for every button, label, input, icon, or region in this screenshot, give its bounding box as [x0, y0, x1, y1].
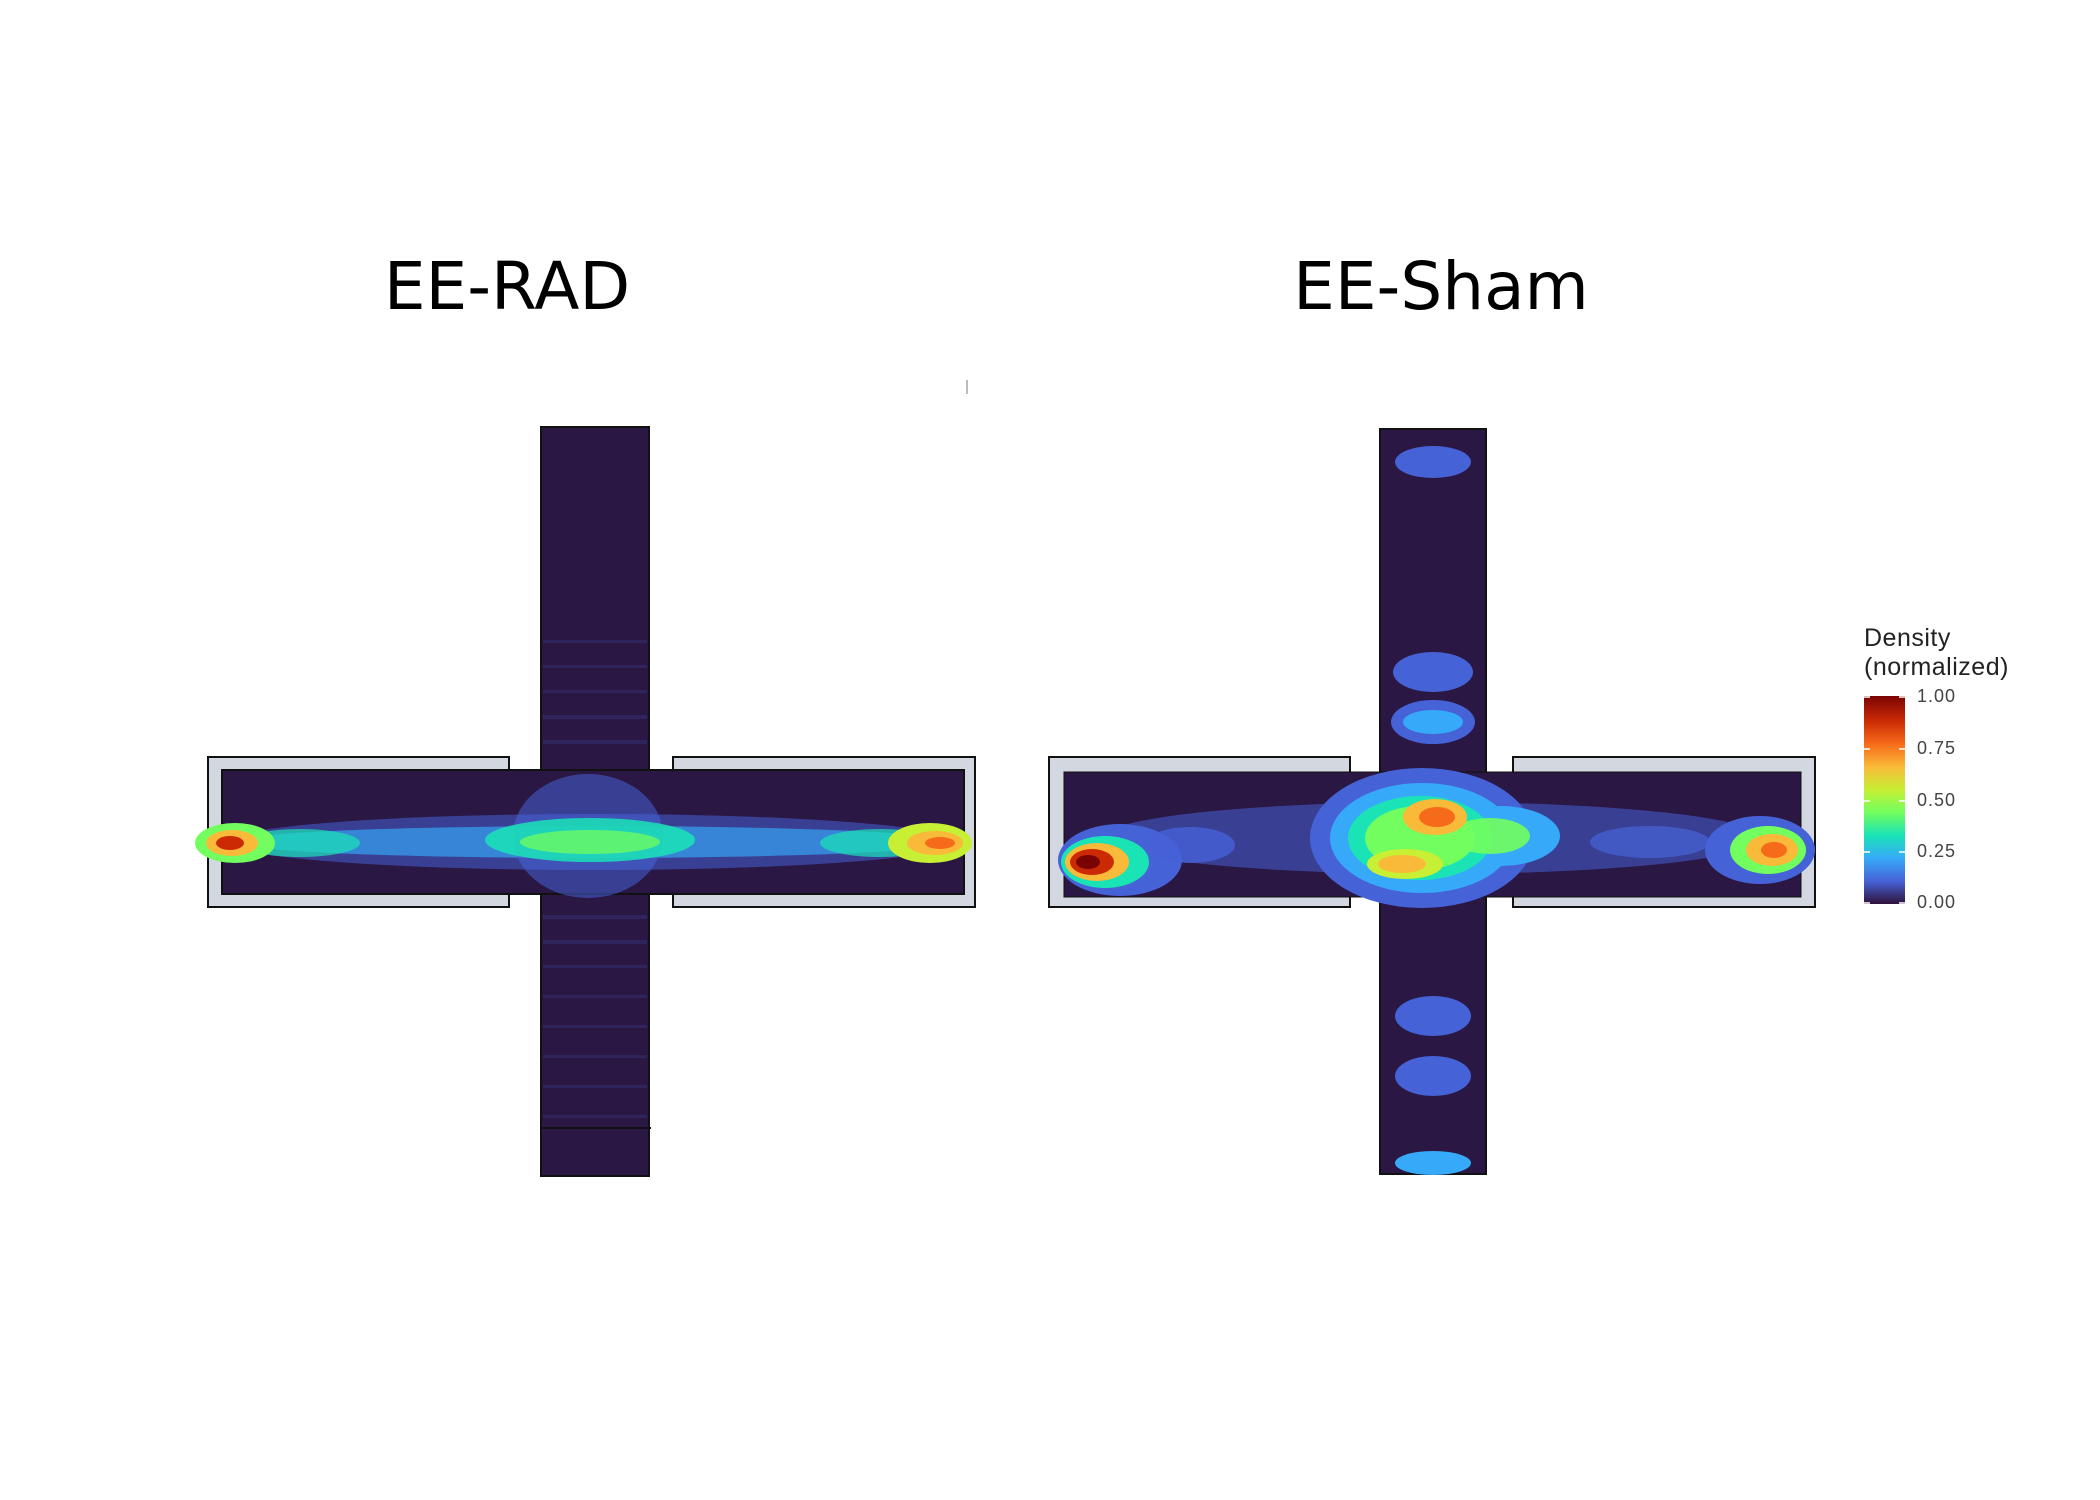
colorbar [1864, 696, 1905, 904]
colorbar-ticks [1864, 696, 1905, 904]
legend-tick-label: 1.00 [1917, 686, 1957, 706]
density-spot-lower-a [1395, 996, 1471, 1036]
density-center-core [520, 830, 660, 854]
legend-colorbar [1864, 696, 1905, 904]
density-hot-lower [1378, 855, 1426, 873]
arm-striations [543, 640, 647, 1118]
density-right-hot-core [925, 837, 955, 849]
maze-ee-sham [1048, 428, 1816, 1175]
density-layer [195, 774, 972, 898]
density-spot-upper-b-core [1403, 710, 1463, 734]
maze-ee-rad [195, 426, 976, 1177]
density-spot-lower-b [1395, 1056, 1471, 1096]
density-spot-upper-a [1393, 652, 1473, 692]
panel-title-ee-sham: EE-Sham [1293, 248, 1589, 325]
density-hot-upper [1419, 807, 1455, 827]
density-spot-top [1395, 446, 1471, 478]
density-left-hot-core [216, 836, 244, 850]
legend-tick-label: 0.00 [1917, 892, 1957, 912]
density-spot-bottom [1395, 1151, 1471, 1175]
density-right-trail [1590, 826, 1710, 858]
panel-title-ee-rad: EE-RAD [383, 248, 631, 325]
legend-tick-label: 0.25 [1917, 841, 1957, 861]
density-right-hot [1761, 842, 1787, 858]
legend-title: Density (normalized) [1864, 624, 2009, 681]
density-left-trail [1145, 827, 1235, 863]
legend-tick-label: 0.50 [1917, 790, 1957, 810]
legend-tick-label: 0.75 [1917, 738, 1957, 758]
density-layer [1058, 446, 1815, 1175]
density-left-core [1076, 855, 1100, 869]
